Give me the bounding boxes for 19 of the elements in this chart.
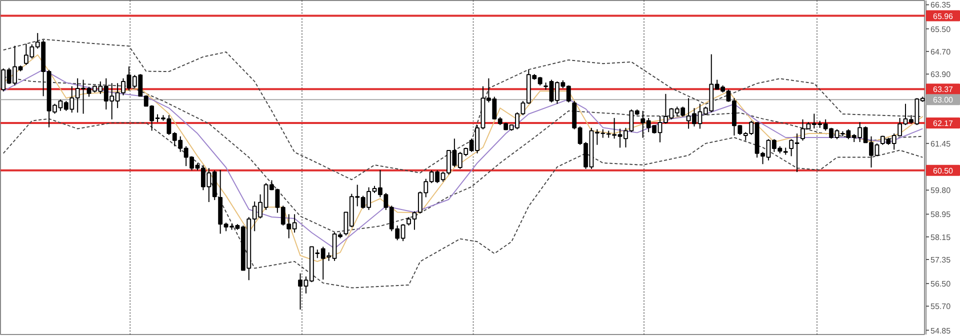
y-tick-label: 63.90	[930, 70, 952, 80]
ref-line-label: 63.00	[932, 96, 954, 105]
ref-line-label: 63.37	[932, 85, 954, 94]
y-tick-label: 59.80	[930, 186, 952, 196]
y-tick-label: 65.50	[930, 24, 952, 34]
y-tick-label: 56.50	[930, 280, 952, 289]
ref-line-label: 65.96	[932, 12, 954, 21]
ref-line-label: 62.17	[932, 119, 954, 128]
y-tick-label: 57.35	[930, 255, 952, 264]
y-tick-label: 58.95	[930, 210, 952, 220]
y-tick-label: 61.45	[930, 139, 952, 148]
y-tick-label: 66.35	[930, 0, 952, 10]
y-tick-label: 58.15	[930, 232, 952, 242]
ref-line-label: 60.50	[932, 166, 954, 176]
line-series	[2, 118, 924, 288]
y-tick-label: 54.85	[930, 326, 952, 336]
y-tick-label: 64.70	[930, 47, 952, 56]
line-series	[2, 38, 924, 180]
y-tick-label: 55.70	[930, 302, 952, 312]
